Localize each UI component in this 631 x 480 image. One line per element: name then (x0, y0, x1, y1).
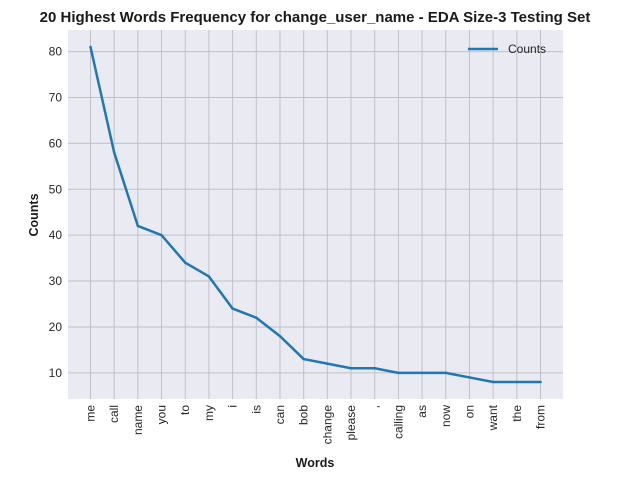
x-tick-label: the (510, 405, 524, 422)
data-point (326, 362, 329, 365)
x-tick-label: change (320, 405, 334, 445)
y-tick-label: 30 (49, 274, 63, 288)
x-tick-label: can (273, 405, 287, 424)
data-point (207, 275, 211, 278)
grid-lines (68, 30, 563, 399)
x-tick-label: as (415, 405, 429, 418)
legend-label: Counts (508, 42, 546, 56)
y-tick-label: 60 (49, 136, 63, 150)
data-point (278, 334, 282, 338)
x-tick-label: now (439, 405, 453, 427)
x-tick-label: call (107, 405, 121, 423)
y-tick-label: 80 (49, 45, 63, 59)
data-point (397, 371, 400, 375)
y-axis-ticks: 10 20 30 40 50 60 70 80 (49, 45, 63, 380)
data-point (302, 357, 305, 361)
x-tick-label: from (534, 405, 548, 429)
series-group (89, 45, 542, 384)
x-tick-label: bob (297, 405, 311, 425)
data-point (184, 261, 187, 264)
data-point (160, 233, 163, 237)
series-line-counts (89, 45, 542, 384)
y-tick-label: 40 (49, 228, 63, 242)
x-tick-label: , (368, 405, 382, 408)
data-point (112, 151, 116, 154)
x-axis-label: Words (296, 456, 335, 470)
data-point (255, 316, 258, 319)
legend: Counts (468, 42, 546, 56)
x-tick-label: on (462, 405, 476, 418)
x-tick-label: is (249, 405, 263, 414)
data-point (373, 367, 376, 370)
y-axis-label: Counts (27, 193, 41, 236)
data-point (444, 371, 447, 375)
y-tick-label: 20 (49, 320, 63, 334)
data-point (89, 45, 92, 49)
x-tick-label: name (131, 405, 145, 435)
x-tick-label: calling (391, 405, 405, 439)
x-tick-label: to (178, 405, 192, 415)
x-axis-ticks: me call name you to my i is can bob change please, c… (84, 404, 548, 444)
data-point (539, 380, 542, 384)
y-tick-label: 10 (49, 366, 63, 380)
data-point (136, 224, 140, 228)
x-tick-label: my (202, 405, 216, 421)
y-tick-label: 50 (49, 182, 63, 196)
data-point (515, 380, 519, 384)
data-point (420, 371, 424, 375)
x-tick-label: me (84, 405, 98, 422)
x-tick-label: you (155, 405, 169, 424)
plot-area (68, 30, 563, 399)
x-tick-label: please (344, 405, 358, 441)
y-tick-label: 70 (49, 90, 63, 104)
data-point (491, 380, 495, 384)
x-tick-label: i (226, 405, 240, 408)
data-point (349, 367, 353, 370)
data-point (468, 376, 471, 379)
chart-title: 20 Highest Words Frequency for change_us… (40, 9, 591, 26)
data-point (231, 307, 234, 310)
x-tick-label: want (486, 404, 500, 431)
